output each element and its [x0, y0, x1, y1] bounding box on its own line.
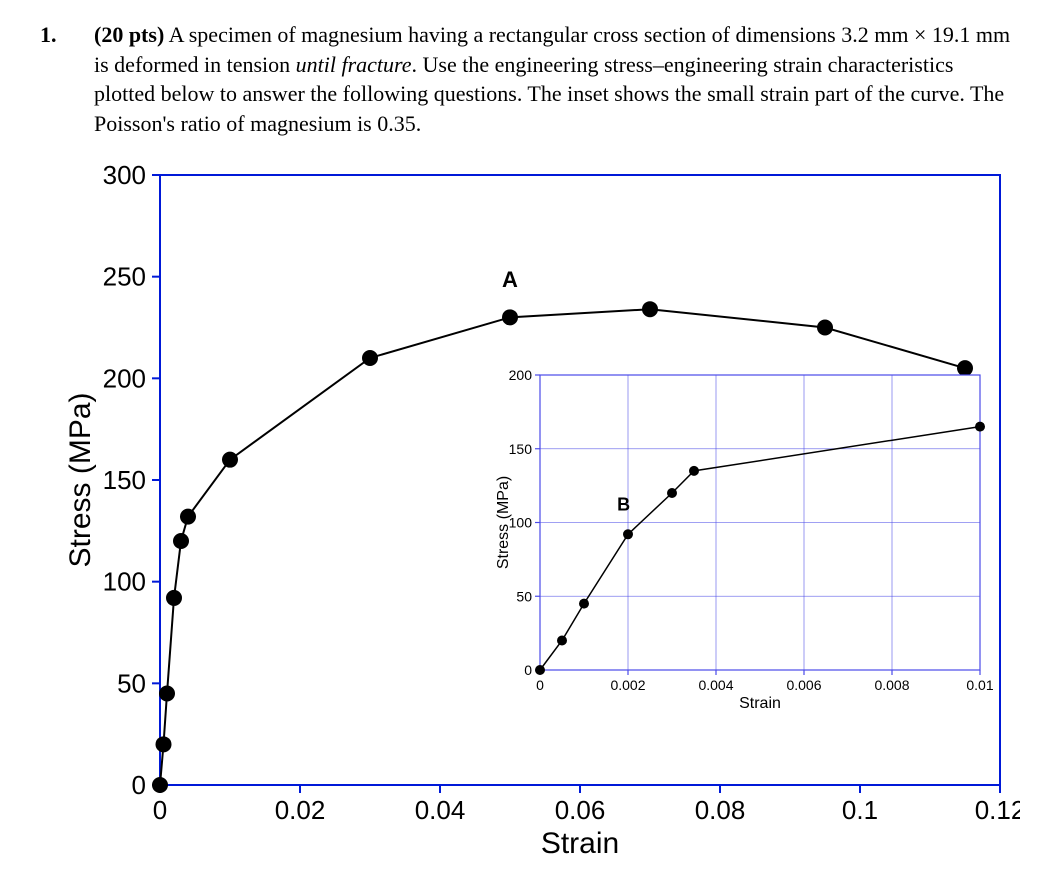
svg-text:B: B [617, 494, 630, 514]
question-text-italic: until fracture [296, 52, 412, 77]
svg-text:Stress (MPa): Stress (MPa) [495, 476, 512, 569]
svg-text:50: 50 [117, 668, 146, 698]
svg-text:300: 300 [103, 160, 146, 190]
charts-container: 0 50 100 150 200 250 300 0 0.02 0.04 0.06 0.08 0.1 0.… [60, 155, 1020, 855]
svg-text:150: 150 [103, 465, 146, 495]
svg-text:100: 100 [103, 566, 146, 596]
svg-text:A: A [502, 267, 518, 292]
svg-text:0.004: 0.004 [698, 677, 733, 693]
question-number: 1. [40, 20, 70, 139]
svg-text:50: 50 [516, 588, 532, 604]
svg-text:200: 200 [103, 363, 146, 393]
svg-text:150: 150 [509, 441, 533, 457]
svg-text:0.008: 0.008 [874, 677, 909, 693]
svg-text:Strain: Strain [541, 827, 619, 855]
svg-text:200: 200 [509, 367, 533, 383]
svg-text:0.01: 0.01 [966, 677, 993, 693]
svg-text:0.1: 0.1 [842, 795, 878, 825]
question-header: 1. (20 pts) A specimen of magnesium havi… [40, 20, 1016, 139]
svg-text:100: 100 [509, 514, 533, 530]
svg-text:0.002: 0.002 [610, 677, 645, 693]
svg-text:250: 250 [103, 261, 146, 291]
main-chart-svg: 0 50 100 150 200 250 300 0 0.02 0.04 0.06 0.08 0.1 0.… [60, 155, 1020, 855]
svg-text:0.02: 0.02 [275, 795, 326, 825]
points-label: (20 pts) [94, 22, 164, 47]
svg-text:0.006: 0.006 [786, 677, 821, 693]
svg-text:0.12: 0.12 [975, 795, 1020, 825]
question-text: (20 pts) A specimen of magnesium having … [94, 20, 1014, 139]
svg-text:0: 0 [153, 795, 167, 825]
svg-text:0: 0 [536, 677, 544, 693]
svg-text:0: 0 [524, 662, 532, 678]
svg-text:0.08: 0.08 [695, 795, 746, 825]
svg-text:Strain: Strain [739, 695, 781, 712]
svg-text:0: 0 [132, 770, 146, 800]
svg-text:Stress (MPa): Stress (MPa) [64, 392, 97, 567]
svg-text:0.06: 0.06 [555, 795, 606, 825]
svg-text:0.04: 0.04 [415, 795, 466, 825]
